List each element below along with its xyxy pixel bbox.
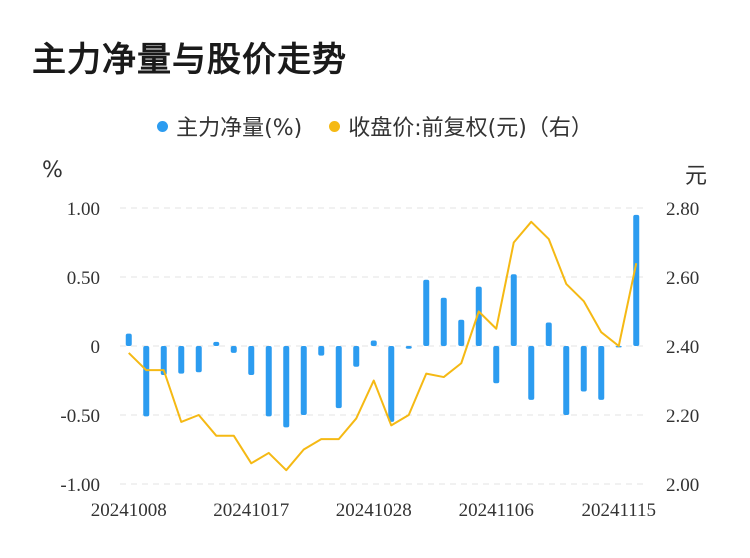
left-tick-label: 1.00 [67, 199, 100, 220]
bar[interactable] [493, 346, 500, 384]
x-tick-label: 20241017 [213, 500, 289, 521]
right-tick-label: 2.40 [666, 337, 699, 358]
bar[interactable] [230, 346, 237, 353]
bar[interactable] [160, 346, 167, 375]
bar[interactable] [178, 346, 185, 374]
x-tick-label: 20241008 [91, 500, 167, 521]
legend-label-net-volume: 主力净量(%) [176, 116, 303, 141]
left-tick-label: -1.00 [60, 475, 100, 496]
legend: 主力净量(%) 收盘价:前复权(元)（右） [0, 110, 750, 142]
bar[interactable] [405, 346, 412, 349]
bar[interactable] [195, 346, 202, 373]
bar[interactable] [283, 346, 290, 428]
legend-item-net-volume[interactable]: 主力净量(%) [157, 110, 302, 142]
bar[interactable] [388, 346, 395, 422]
legend-dot-blue [157, 120, 169, 132]
legend-label-close-price: 收盘价:前复权(元)（右） [348, 116, 593, 141]
bar[interactable] [633, 214, 640, 346]
right-tick-label: 2.60 [666, 268, 699, 289]
bar[interactable] [370, 340, 377, 346]
bar[interactable] [125, 333, 132, 346]
right-axis-unit: 元 [685, 164, 708, 189]
legend-item-close-price[interactable]: 收盘价:前复权(元)（右） [329, 110, 593, 142]
right-tick-label: 2.00 [666, 475, 699, 496]
legend-dot-yellow [329, 120, 341, 132]
bar[interactable] [440, 297, 447, 346]
bar[interactable] [510, 274, 517, 346]
bar[interactable] [335, 346, 342, 409]
left-tick-label: -0.50 [60, 406, 100, 427]
bar[interactable] [213, 341, 220, 346]
bar[interactable] [563, 346, 570, 415]
right-tick-label: 2.80 [666, 199, 699, 220]
left-tick-label: 0.50 [67, 268, 100, 289]
bar[interactable] [265, 346, 272, 417]
left-axis-unit: % [42, 158, 63, 183]
bar[interactable] [248, 346, 255, 375]
bar[interactable] [598, 346, 605, 400]
bar[interactable] [458, 319, 465, 346]
right-tick-label: 2.20 [666, 406, 699, 427]
chart-title: 主力净量与股价走势 [32, 40, 347, 80]
bar[interactable] [143, 346, 150, 417]
bar[interactable] [318, 346, 325, 356]
x-tick-label: 20241106 [459, 500, 534, 521]
bar[interactable] [528, 346, 535, 400]
price-line[interactable] [128, 220, 638, 472]
bar[interactable] [300, 346, 307, 415]
bar[interactable] [353, 346, 360, 367]
bar[interactable] [580, 346, 587, 392]
x-tick-label: 20241115 [581, 500, 656, 521]
bar[interactable] [545, 322, 552, 346]
bar[interactable] [423, 279, 430, 346]
left-tick-label: 0 [91, 337, 101, 358]
bar[interactable] [475, 286, 482, 346]
x-tick-label: 20241028 [336, 500, 412, 521]
